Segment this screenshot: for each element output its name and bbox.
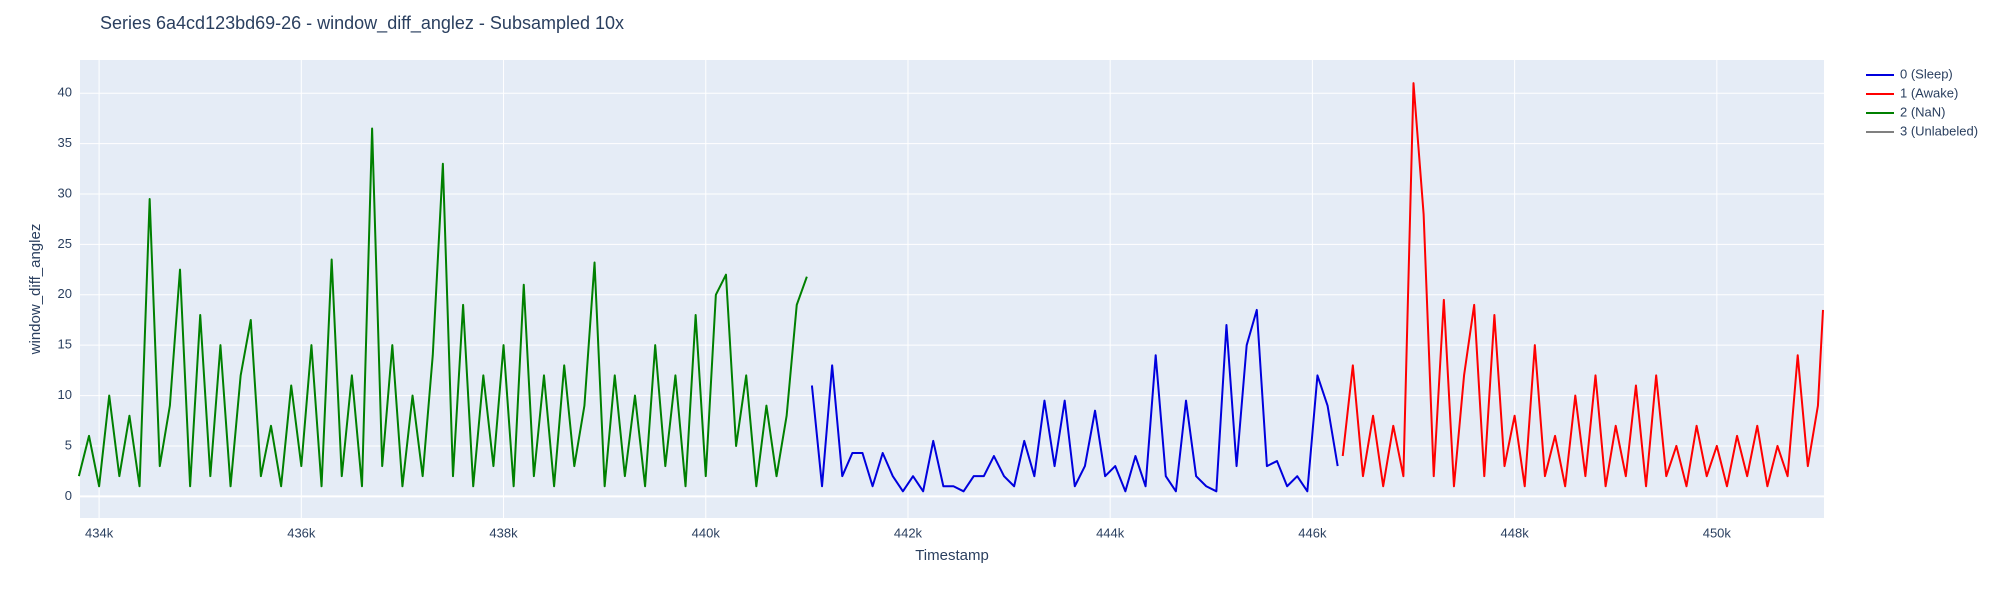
x-tick-label: 436k — [287, 525, 316, 540]
x-tick-label: 438k — [489, 525, 518, 540]
x-tick-label: 442k — [894, 525, 923, 540]
legend-label: 1 (Awake) — [1900, 85, 1958, 100]
legend-label: 2 (NaN) — [1900, 104, 1946, 119]
series-line — [810, 308, 1339, 493]
y-tick-label: 0 — [65, 488, 72, 503]
x-tick-label: 434k — [85, 525, 114, 540]
x-tick-label: 446k — [1298, 525, 1327, 540]
y-tick-label: 10 — [58, 387, 72, 402]
x-tick-label: 440k — [692, 525, 721, 540]
y-axis-title: window_diff_anglez — [27, 224, 44, 356]
y-tick-label: 25 — [58, 236, 72, 251]
plot-area — [80, 60, 1824, 518]
y-tick-label: 20 — [58, 286, 72, 301]
x-tick-label: 450k — [1703, 525, 1732, 540]
y-tick-label: 15 — [58, 337, 72, 352]
x-axis-title: Timestamp — [915, 547, 989, 564]
series-line — [1341, 82, 1824, 488]
series-line — [77, 127, 808, 488]
legend-label: 3 (Unlabeled) — [1900, 123, 1978, 138]
y-tick-label: 5 — [65, 437, 72, 452]
y-tick-label: 40 — [58, 85, 72, 100]
y-tick-label: 30 — [58, 185, 72, 200]
x-tick-label: 448k — [1501, 525, 1530, 540]
x-tick-label: 444k — [1096, 525, 1125, 540]
chart-title: Series 6a4cd123bd69-26 - window_diff_ang… — [100, 13, 624, 34]
y-tick-label: 35 — [58, 135, 72, 150]
legend-label: 0 (Sleep) — [1900, 66, 1953, 81]
